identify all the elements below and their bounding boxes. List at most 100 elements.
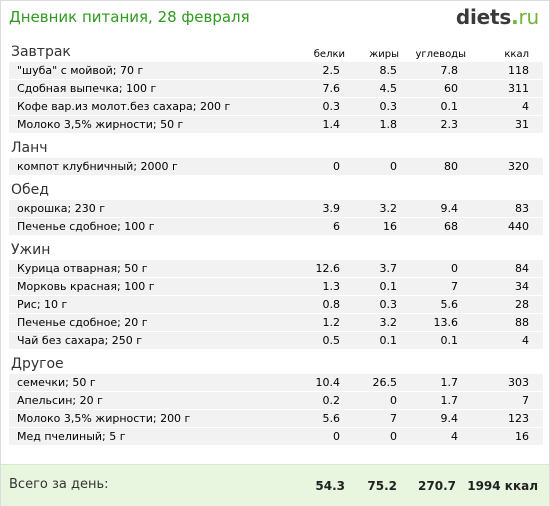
food-fat: 0 [357, 427, 409, 445]
food-carbs: 4 [409, 427, 472, 445]
food-protein: 2.5 [293, 61, 357, 80]
food-fat: 4.5 [357, 79, 409, 98]
food-name: Молоко 3,5% жирности; 200 г [9, 409, 293, 428]
food-name: Чай без сахара; 250 г [9, 331, 293, 349]
meal-header-row: Ланч [9, 137, 543, 158]
food-row[interactable]: семечки; 50 г 10.4 26.5 1.7 303 [9, 373, 543, 392]
food-name: "шуба" с мойвой; 70 г [9, 61, 293, 80]
column-header-protein: белки [313, 49, 345, 60]
food-fat: 26.5 [357, 373, 409, 392]
site-logo[interactable]: diets.ru [456, 5, 539, 29]
food-protein: 10.4 [293, 373, 357, 392]
food-kcal: 320 [472, 157, 543, 175]
meal-header-row: Другое [9, 353, 543, 374]
food-fat: 3.2 [357, 313, 409, 332]
food-row[interactable]: Мед пчелиный; 5 г 0 0 4 16 [9, 427, 543, 445]
food-fat: 0.1 [357, 331, 409, 349]
food-kcal: 4 [472, 97, 543, 116]
food-protein: 1.4 [293, 115, 357, 133]
food-carbs: 80 [409, 157, 472, 175]
food-row[interactable]: Печенье сдобное; 100 г 6 16 68 440 [9, 217, 543, 235]
total-label: Всего за день: [9, 477, 109, 492]
food-carbs: 60 [409, 79, 472, 98]
meal-header-row: Обед [9, 179, 543, 200]
total-kcal: 1994 ккал [467, 479, 538, 493]
food-name: Сдобная выпечка; 100 г [9, 79, 293, 98]
food-protein: 0.3 [293, 97, 357, 116]
food-row[interactable]: Молоко 3,5% жирности; 200 г 5.6 7 9.4 123 [9, 409, 543, 428]
food-row[interactable]: Молоко 3,5% жирности; 50 г 1.4 1.8 2.3 31 [9, 115, 543, 133]
meal-title: Обед [11, 182, 49, 198]
food-row[interactable]: Кофе вар.из молот.без сахара; 200 г 0.3 0.… [9, 97, 543, 116]
food-name: Печенье сдобное; 100 г [9, 217, 293, 235]
food-protein: 3.9 [293, 199, 357, 218]
logo-dot: . [511, 5, 519, 29]
food-kcal: 440 [472, 217, 543, 235]
meal-header-row: Завтрак белки жиры углеводы ккал [9, 41, 543, 62]
food-kcal: 28 [472, 295, 543, 314]
total-carbs: 270.7 [418, 479, 456, 493]
food-carbs: 1.7 [409, 373, 472, 392]
food-fat: 0.3 [357, 295, 409, 314]
meal-title: Ужин [11, 242, 51, 258]
food-carbs: 1.7 [409, 391, 472, 410]
food-row[interactable]: Рис; 10 г 0.8 0.3 5.6 28 [9, 295, 543, 314]
food-kcal: 4 [472, 331, 543, 349]
food-kcal: 31 [472, 115, 543, 133]
food-kcal: 303 [472, 373, 543, 392]
food-name: Курица отварная; 50 г [9, 259, 293, 278]
food-carbs: 0 [409, 259, 472, 278]
food-protein: 6 [293, 217, 357, 235]
food-carbs: 9.4 [409, 199, 472, 218]
food-fat: 3.2 [357, 199, 409, 218]
food-kcal: 118 [472, 61, 543, 80]
food-name: окрошка; 230 г [9, 199, 293, 218]
food-name: Морковь красная; 100 г [9, 277, 293, 296]
food-row[interactable]: окрошка; 230 г 3.9 3.2 9.4 83 [9, 199, 543, 218]
food-row[interactable]: "шуба" с мойвой; 70 г 2.5 8.5 7.8 118 [9, 61, 543, 80]
food-protein: 0.5 [293, 331, 357, 349]
page-title: Дневник питания, 28 февраля [9, 8, 250, 26]
diary-content: Завтрак белки жиры углеводы ккал "шуба" с мой… [9, 41, 543, 445]
food-row[interactable]: Морковь красная; 100 г 1.3 0.1 7 34 [9, 277, 543, 296]
food-name: Рис; 10 г [9, 295, 293, 314]
food-carbs: 9.4 [409, 409, 472, 428]
food-carbs: 0.1 [409, 331, 472, 349]
meal-title: Другое [11, 356, 64, 372]
daily-total-bar: Всего за день: 54.3 75.2 270.7 1994 ккал [1, 464, 549, 506]
food-row[interactable]: Чай без сахара; 250 г 0.5 0.1 0.1 4 [9, 331, 543, 349]
food-fat: 8.5 [357, 61, 409, 80]
food-row[interactable]: компот клубничный; 2000 г 0 0 80 320 [9, 157, 543, 175]
food-protein: 7.6 [293, 79, 357, 98]
meal-title: Завтрак [11, 44, 71, 60]
food-fat: 0.1 [357, 277, 409, 296]
page-header: Дневник питания, 28 февраля diets.ru [1, 1, 549, 35]
food-protein: 0 [293, 427, 357, 445]
food-name: Апельсин; 20 г [9, 391, 293, 410]
food-fat: 7 [357, 409, 409, 428]
total-fat: 75.2 [367, 479, 397, 493]
food-protein: 12.6 [293, 259, 357, 278]
food-name: Кофе вар.из молот.без сахара; 200 г [9, 97, 293, 116]
food-carbs: 13.6 [409, 313, 472, 332]
food-kcal: 88 [472, 313, 543, 332]
meal-title: Ланч [11, 140, 48, 156]
food-fat: 0 [357, 391, 409, 410]
food-fat: 0 [357, 157, 409, 175]
food-name: Молоко 3,5% жирности; 50 г [9, 115, 293, 133]
food-kcal: 84 [472, 259, 543, 278]
food-carbs: 0.1 [409, 97, 472, 116]
food-name: семечки; 50 г [9, 373, 293, 392]
food-row[interactable]: Апельсин; 20 г 0.2 0 1.7 7 [9, 391, 543, 410]
logo-main: diets [455, 5, 512, 29]
column-header-carbs: углеводы [415, 49, 466, 60]
food-row[interactable]: Печенье сдобное; 20 г 1.2 3.2 13.6 88 [9, 313, 543, 332]
total-protein: 54.3 [315, 479, 345, 493]
food-carbs: 7.8 [409, 61, 472, 80]
food-row[interactable]: Сдобная выпечка; 100 г 7.6 4.5 60 311 [9, 79, 543, 98]
meal-header-blank [293, 137, 543, 158]
food-row[interactable]: Курица отварная; 50 г 12.6 3.7 0 84 [9, 259, 543, 278]
meal-header-blank [293, 239, 543, 260]
food-carbs: 2.3 [409, 115, 472, 133]
